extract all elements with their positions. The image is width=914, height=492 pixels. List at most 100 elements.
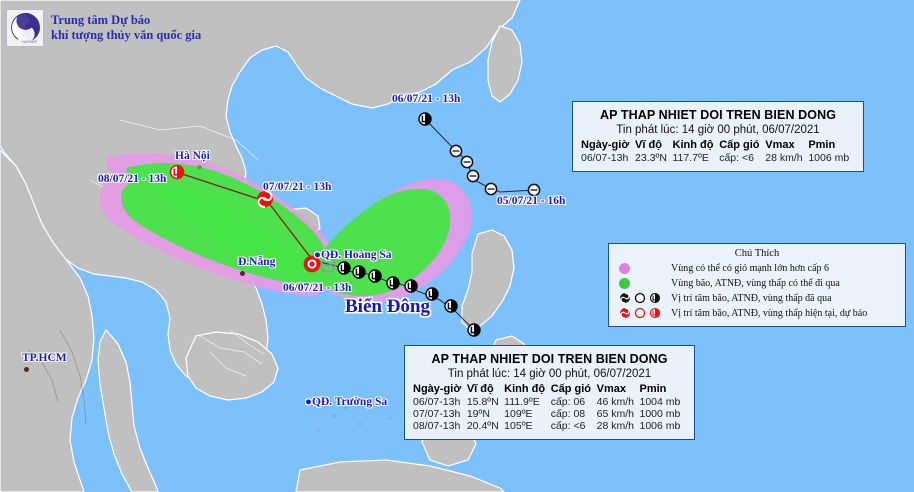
marker-north-past-5[interactable] (527, 183, 541, 197)
cell-r0-c2: 117.7ºE (672, 152, 709, 164)
typhoon-red (620, 307, 630, 319)
legend-symbols-0 (615, 261, 671, 275)
legend-symbols-1 (615, 276, 671, 290)
marker-south-forecast-07-07[interactable] (256, 190, 274, 208)
green-dot-icon (619, 277, 630, 289)
cell-r1-c3: cấp: 08 (550, 408, 586, 420)
legend-text-1: Vùng bão, ATNĐ, vùng thấp có thể đi qua (671, 277, 840, 289)
cell-r0-c1: 23.3ºN (635, 152, 667, 164)
land-luzon (461, 229, 515, 331)
cell-r0-c0: 06/07-13h (581, 152, 629, 164)
land-taiwan (487, 25, 523, 103)
cell-r2-c0: 08/07-13h (413, 420, 461, 432)
cell-r2-c3: cấp: <6 (550, 420, 586, 432)
marker-north-past-4[interactable] (484, 182, 498, 196)
panel-top-title: AP THAP NHIET DOI TREN BIEN DONG (599, 108, 837, 122)
marker-north-past-3[interactable] (466, 169, 480, 183)
cell-r1-c2: 109ºE (504, 408, 533, 420)
cell-r0-c2: 111.9ºE (504, 396, 540, 408)
cell-r2-c4: 28 km/h (596, 420, 634, 432)
marker-south-past-4[interactable] (404, 279, 418, 293)
cell-r2-c1: 20.4ºN (466, 420, 499, 432)
cell-r0-c3: cấp: 06 (550, 396, 586, 408)
cell-r0-c0: 06/07-13h (413, 396, 461, 408)
legend-text-2: Vị trí tâm bão, ATNĐ, vùng thấp đã qua (671, 292, 832, 304)
low-red (649, 307, 661, 319)
marker-south-past-3[interactable] (425, 287, 439, 301)
marker-south-past-7[interactable] (352, 265, 366, 279)
cell-r1-c5: 1000 mb (639, 408, 681, 420)
land-malay-peninsula (97, 328, 159, 492)
land-indochina-west (0, 149, 95, 492)
cell-r2-c5: 1006 mb (639, 420, 681, 432)
land-vietnam-south (185, 331, 279, 401)
cell-r1-c0: 07/07-13h (413, 408, 461, 420)
island-dots (316, 402, 392, 432)
marker-south-current-position[interactable] (303, 255, 321, 273)
panel-top-header-row: Ngày-giờ Vĩ độ Kinh độ Cấp gió Vmax Pmin (581, 139, 855, 152)
cell-r0-c3: cấp: <6 (719, 152, 754, 164)
legend-item-3: Vị trí tâm bão, ATNĐ, vùng thấp hiện tại… (615, 306, 899, 320)
legend-text-0: Vùng có thể có gió mạnh lớn hơn cấp 6 (671, 262, 830, 274)
column-header-0: Ngày-giờ (581, 139, 630, 151)
marker-south-past-6[interactable] (368, 269, 382, 283)
column-header-5: Pmin (808, 139, 836, 151)
column-header-2: Kinh độ (504, 383, 546, 395)
cell-r0-c5: 1006 mb (808, 152, 850, 164)
column-header-5: Pmin (639, 383, 667, 395)
column-header-4: Vmax (596, 383, 626, 395)
table-row: 08/07-13h 20.4ºN 105ºE cấp: <6 28 km/h 1006 m… (413, 420, 686, 432)
rivers (27, 329, 87, 425)
marker-north-past-2[interactable] (460, 155, 474, 169)
legend-panel: Chú Thích Vùng có thể có gió mạnh lớn hơ… (608, 243, 906, 327)
marker-south-past-5[interactable] (386, 276, 400, 290)
panel-bottom-table: Ngày-giờ Vĩ độ Kinh độ Cấp gió Vmax Pmin 06/0… (413, 383, 686, 432)
info-panel-north-system: AP THAP NHIET DOI TREN BIEN DONG Tin phá… (572, 101, 864, 172)
column-header-1: Vĩ độ (466, 383, 494, 395)
cell-r0-c5: 1004 mb (639, 396, 681, 408)
panel-bottom-subtitle: Tin phát lúc: 14 giờ 00 phút, 06/07/2021 (447, 368, 652, 380)
cell-r1-c1: 19ºN (466, 408, 490, 420)
legend-symbols-3 (615, 306, 671, 320)
panel-top-subtitle: Tin phát lúc: 14 giờ 00 phút, 06/07/2021 (616, 124, 820, 136)
marker-south-past-1[interactable] (467, 323, 481, 337)
marker-south-past-8[interactable] (337, 261, 351, 275)
cone-inner-green-north (126, 163, 328, 280)
panel-top-body: 06/07-13h 23.3ºN 117.7ºE cấp: <6 28 km/h 1006… (581, 152, 855, 164)
legend-item-2: Vị trí tâm bão, ATNĐ, vùng thấp đã qua (615, 291, 899, 305)
low-black (649, 292, 661, 304)
panel-top-table: Ngày-giờ Vĩ độ Kinh độ Cấp gió Vmax Pmin 06/0… (581, 139, 855, 164)
panel-bottom-body: 06/07-13h 15.8ºN 111.9ºE cấp: 06 46 km/h 1004… (413, 396, 686, 432)
cell-r2-c2: 105ºE (504, 420, 533, 432)
table-row: 07/07-13h 19ºN 109ºE cấp: 08 65 km/h 1000 mb (413, 408, 686, 420)
column-header-0: Ngày-giờ (413, 383, 462, 395)
marker-south-forecast-08-07[interactable] (169, 164, 185, 180)
marker-north-past-1[interactable] (449, 144, 463, 158)
legend-item-1: Vùng bão, ATNĐ, vùng thấp có thể đi qua (615, 276, 899, 290)
land-borneo (295, 459, 505, 492)
column-header-4: Vmax (765, 139, 795, 151)
marker-south-past-2[interactable] (444, 299, 458, 313)
violet-dot-icon (619, 262, 630, 274)
column-header-3: Cấp gió (550, 383, 592, 395)
legend-item-0: Vùng có thể có gió mạnh lớn hơn cấp 6 (615, 261, 899, 275)
legend-title: Chú Thích (734, 248, 780, 259)
legend-symbols-2 (615, 291, 671, 305)
circle-open-black (634, 292, 646, 304)
typhoon-black (620, 292, 630, 304)
legend-rows: Vùng có thể có gió mạnh lớn hơn cấp 6 Vùn… (615, 261, 899, 320)
column-header-3: Cấp gió (719, 139, 760, 151)
panel-bottom-title: AP THAP NHIET DOI TREN BIEN DONG (431, 352, 668, 366)
cell-r0-c1: 15.8ºN (466, 396, 499, 408)
table-row: 06/07-13h 15.8ºN 111.9ºE cấp: 06 46 km/h 1004… (413, 396, 686, 408)
marker-north-current[interactable] (418, 112, 432, 126)
cell-r0-c4: 28 km/h (765, 152, 803, 164)
cell-r1-c4: 65 km/h (596, 408, 634, 420)
column-header-2: Kinh độ (672, 139, 714, 151)
info-panel-south-system: AP THAP NHIET DOI TREN BIEN DONG Tin phá… (404, 345, 695, 440)
panel-bottom-header-row: Ngày-giờ Vĩ độ Kinh độ Cấp gió Vmax Pmin (413, 383, 686, 396)
column-header-1: Vĩ độ (635, 139, 662, 151)
legend-text-3: Vị trí tâm bão, ATNĐ, vùng thấp hiện tại… (671, 307, 868, 319)
table-row: 06/07-13h 23.3ºN 117.7ºE cấp: <6 28 km/h 1006… (581, 152, 855, 164)
